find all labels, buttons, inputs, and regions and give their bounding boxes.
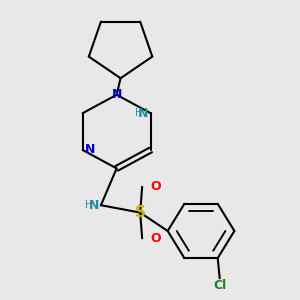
Text: H: H xyxy=(85,200,92,210)
Text: H: H xyxy=(135,108,143,118)
Text: O: O xyxy=(150,180,160,193)
Text: N: N xyxy=(85,143,95,157)
Text: N: N xyxy=(111,88,122,101)
Text: O: O xyxy=(150,232,160,245)
Text: S: S xyxy=(135,205,146,220)
Text: N: N xyxy=(88,199,99,212)
Text: N: N xyxy=(138,107,149,120)
Text: Cl: Cl xyxy=(213,279,226,292)
